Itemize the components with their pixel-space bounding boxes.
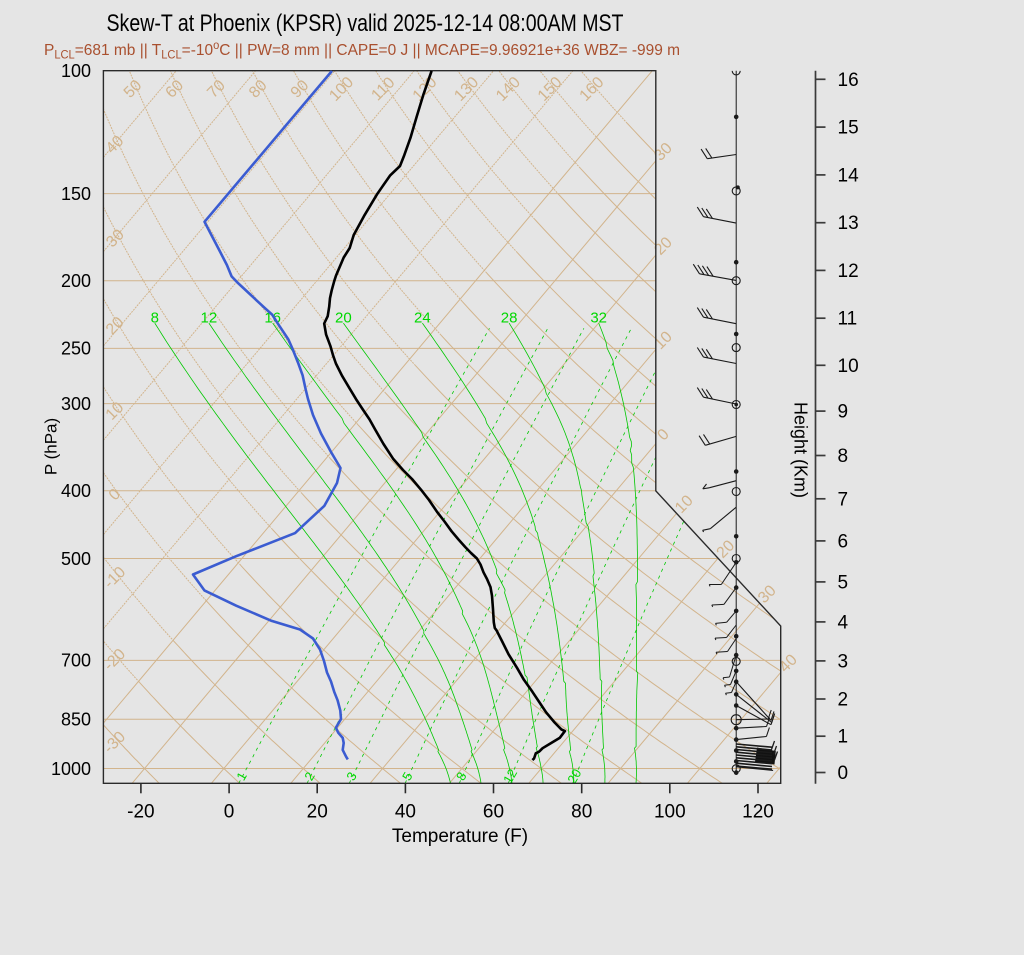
svg-text:6: 6 <box>838 531 849 552</box>
svg-text:200: 200 <box>61 271 91 291</box>
svg-text:32: 32 <box>590 310 607 327</box>
svg-text:40: 40 <box>395 801 416 822</box>
svg-text:100: 100 <box>654 801 686 822</box>
svg-text:250: 250 <box>61 339 91 359</box>
svg-text:5: 5 <box>838 572 849 593</box>
svg-text:8: 8 <box>838 446 849 467</box>
svg-text:500: 500 <box>61 549 91 569</box>
svg-text:1: 1 <box>838 727 849 748</box>
svg-text:4: 4 <box>838 612 849 633</box>
svg-text:20: 20 <box>564 766 584 786</box>
svg-text:P (hPa): P (hPa) <box>42 418 61 475</box>
svg-text:PLCL=681 mb || TLCL=-10oC || P: PLCL=681 mb || TLCL=-10oC || PW=8 mm || … <box>44 40 680 62</box>
svg-text:120: 120 <box>742 801 774 822</box>
svg-text:3: 3 <box>838 651 849 672</box>
svg-text:1000: 1000 <box>51 759 91 779</box>
svg-text:8: 8 <box>151 310 159 327</box>
svg-text:7: 7 <box>838 489 849 510</box>
svg-text:0: 0 <box>838 763 849 784</box>
svg-text:Height (Km): Height (Km) <box>791 402 811 498</box>
svg-text:13: 13 <box>838 213 859 234</box>
svg-text:100: 100 <box>61 61 91 81</box>
svg-text:80: 80 <box>571 801 592 822</box>
svg-text:-20: -20 <box>127 801 154 822</box>
svg-text:9: 9 <box>838 402 849 423</box>
svg-text:Temperature (F): Temperature (F) <box>392 826 528 847</box>
svg-text:11: 11 <box>838 309 858 330</box>
svg-text:150: 150 <box>61 184 91 204</box>
svg-text:12: 12 <box>201 310 218 327</box>
svg-text:24: 24 <box>414 310 431 327</box>
svg-text:12: 12 <box>838 261 859 282</box>
svg-text:700: 700 <box>61 651 91 671</box>
svg-text:850: 850 <box>61 710 91 730</box>
svg-text:60: 60 <box>483 801 504 822</box>
svg-text:14: 14 <box>838 165 860 186</box>
svg-text:2: 2 <box>838 690 849 711</box>
svg-text:400: 400 <box>61 481 91 501</box>
svg-text:300: 300 <box>61 394 91 414</box>
svg-text:20: 20 <box>335 310 352 327</box>
svg-text:20: 20 <box>307 801 328 822</box>
svg-text:16: 16 <box>838 70 859 91</box>
svg-text:0: 0 <box>224 801 235 822</box>
svg-text:Skew-T at Phoenix (KPSR) valid: Skew-T at Phoenix (KPSR) valid 2025-12-1… <box>107 10 624 37</box>
svg-text:10: 10 <box>838 356 859 377</box>
svg-text:15: 15 <box>838 118 859 139</box>
svg-text:12: 12 <box>500 766 520 786</box>
svg-text:28: 28 <box>501 310 518 327</box>
